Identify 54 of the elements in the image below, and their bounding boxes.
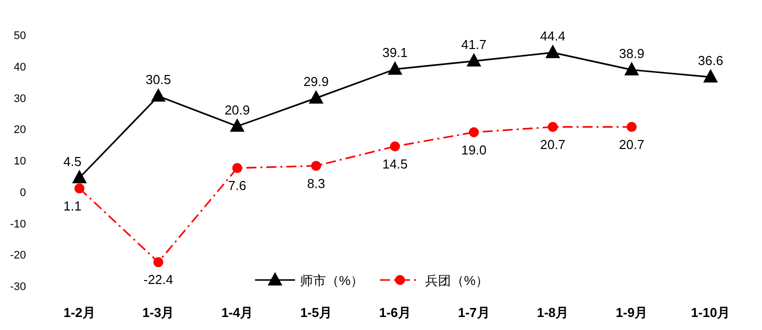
data-label: 36.6	[698, 53, 724, 68]
data-label: 20.7	[619, 136, 644, 152]
y-tick-label: 20	[14, 124, 26, 136]
y-tick-label: 40	[14, 61, 26, 74]
point	[153, 257, 164, 268]
x-tick-label: 1-7月	[458, 305, 490, 320]
data-label: 20.9	[224, 102, 250, 118]
data-label: 4.5	[63, 154, 82, 169]
y-tick-label: -10	[10, 218, 26, 230]
point	[72, 170, 86, 184]
data-label: 19.0	[461, 142, 487, 158]
point	[624, 62, 639, 76]
x-tick-label: 1-8月	[536, 305, 569, 320]
y-tick-label: 10	[14, 156, 26, 168]
y-tick-label: 0	[20, 186, 26, 199]
data-label: 30.5	[146, 72, 171, 88]
point	[230, 118, 244, 132]
y-tick-label: -20	[10, 250, 26, 262]
data-label: 7.6	[228, 178, 246, 194]
data-label: 1.1	[63, 198, 82, 214]
point	[388, 62, 402, 75]
data-label: 39.1	[382, 45, 408, 60]
y-tick-label: -30	[10, 281, 26, 293]
point	[466, 54, 481, 67]
y-tick-label: 30	[14, 92, 26, 105]
point	[548, 122, 558, 132]
x-tick-label: 1-2月	[64, 305, 96, 320]
data-label: 20.7	[540, 136, 566, 152]
data-label: 41.7	[461, 37, 487, 52]
y-tick-label: 50	[14, 30, 26, 42]
point	[311, 160, 322, 171]
point	[704, 70, 718, 83]
x-tick-label: 1-5月	[300, 305, 332, 320]
point	[309, 90, 324, 104]
legend-label: 师市（%）	[300, 273, 364, 288]
data-label: 8.3	[307, 176, 326, 191]
point	[546, 45, 560, 58]
data-label: 44.4	[540, 28, 566, 44]
point	[74, 183, 84, 194]
data-label: 38.9	[619, 46, 644, 61]
x-tick-label: 1-3月	[142, 305, 174, 320]
point	[468, 127, 479, 138]
point	[626, 122, 637, 132]
data-label: 14.5	[382, 156, 408, 172]
x-tick-label: 1-4月	[221, 305, 254, 320]
data-label: 29.9	[303, 74, 329, 90]
point	[390, 141, 400, 152]
x-tick-label: 1-10月	[691, 305, 730, 320]
x-tick-label: 1-6月	[379, 305, 411, 320]
data-label: -22.4	[144, 272, 174, 288]
point	[151, 88, 166, 102]
point	[232, 163, 242, 174]
legend-label: 兵团（%）	[425, 273, 489, 288]
x-tick-label: 1-9月	[616, 305, 648, 320]
